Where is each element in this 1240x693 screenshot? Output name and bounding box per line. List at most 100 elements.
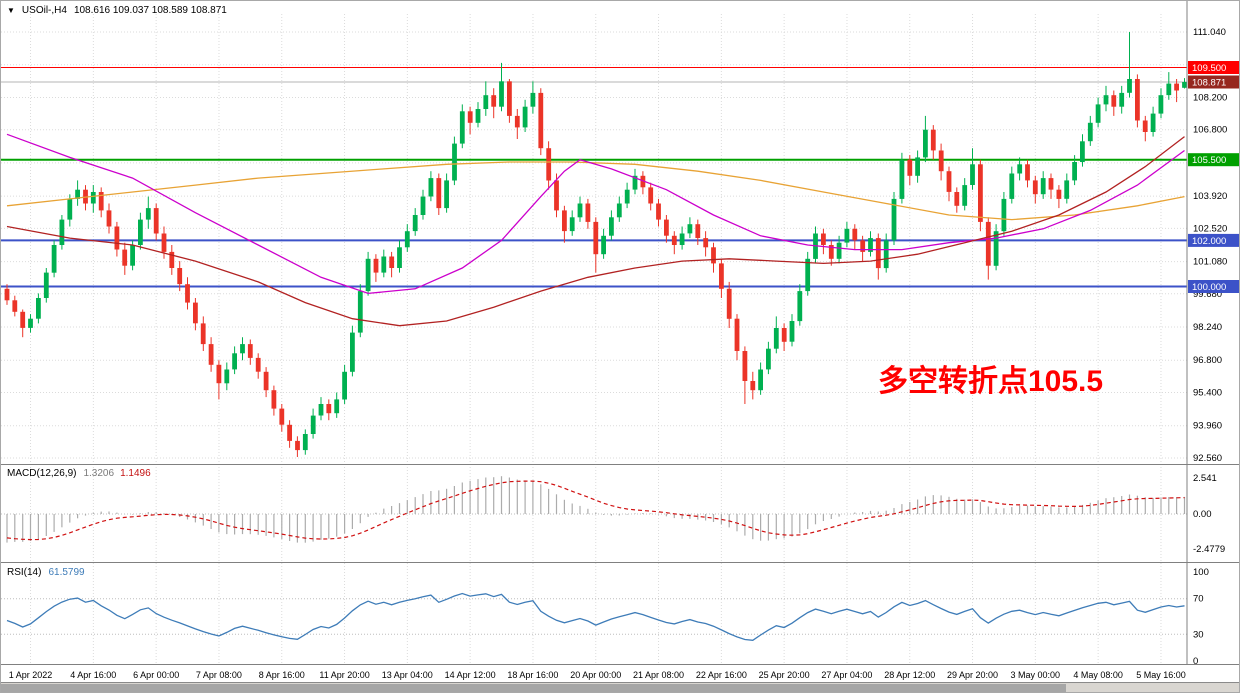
macd-name: MACD(12,26,9) bbox=[7, 468, 77, 479]
candle bbox=[1040, 178, 1046, 195]
candle bbox=[750, 381, 756, 391]
candle bbox=[342, 371, 347, 400]
candle bbox=[98, 192, 104, 211]
hline-price-box bbox=[1188, 153, 1239, 167]
candle bbox=[138, 219, 143, 245]
candle bbox=[224, 369, 230, 384]
candle bbox=[719, 263, 724, 289]
candle bbox=[938, 150, 944, 172]
candle bbox=[1080, 141, 1085, 162]
rsi-line bbox=[6, 592, 1185, 641]
candle bbox=[507, 81, 512, 116]
price-tick-label: 95.400 bbox=[1193, 388, 1222, 399]
candle bbox=[310, 415, 316, 434]
candle bbox=[1001, 198, 1007, 232]
collapse-icon[interactable]: ▼ bbox=[7, 5, 15, 15]
candle bbox=[530, 92, 536, 107]
candle bbox=[734, 318, 740, 351]
price-axis[interactable] bbox=[1187, 1, 1240, 664]
chart-title-symbol: USOil-,H4 bbox=[21, 5, 67, 16]
time-axis-label: 8 Apr 16:00 bbox=[259, 670, 305, 680]
time-axis-label: 28 Apr 12:00 bbox=[884, 670, 935, 680]
scrollbar-thumb[interactable] bbox=[1, 684, 1066, 692]
candle bbox=[569, 217, 575, 232]
candle bbox=[1056, 189, 1062, 199]
time-axis-label: 21 Apr 08:00 bbox=[633, 670, 684, 680]
candle bbox=[546, 148, 552, 181]
candle bbox=[868, 238, 873, 252]
time-axis-label: 11 Apr 20:00 bbox=[319, 670, 369, 680]
candle bbox=[1111, 95, 1117, 107]
candle bbox=[412, 215, 418, 232]
candle bbox=[114, 226, 120, 250]
candle bbox=[436, 178, 442, 209]
candle bbox=[255, 357, 261, 372]
candle bbox=[726, 288, 732, 319]
candle bbox=[891, 198, 897, 241]
horizontal-scrollbar[interactable] bbox=[1, 682, 1239, 692]
candle bbox=[1150, 113, 1156, 132]
candle bbox=[852, 228, 858, 241]
price-tick-label: 108.200 bbox=[1193, 93, 1227, 104]
candle bbox=[978, 164, 983, 222]
candle bbox=[538, 92, 544, 149]
rsi-tick-label: 100 bbox=[1193, 567, 1209, 578]
candle bbox=[789, 321, 795, 342]
candle bbox=[75, 189, 80, 199]
candle bbox=[609, 217, 614, 236]
candle bbox=[1119, 92, 1125, 107]
candle bbox=[12, 300, 18, 312]
candle bbox=[483, 95, 489, 109]
candle bbox=[907, 159, 913, 176]
price-tick-label: 111.040 bbox=[1193, 27, 1226, 38]
hline-price-label: 105.500 bbox=[1192, 155, 1226, 166]
candle bbox=[200, 323, 206, 345]
candle bbox=[601, 235, 606, 255]
candle bbox=[302, 434, 308, 451]
candle bbox=[193, 302, 198, 324]
candle bbox=[1072, 162, 1077, 181]
candle bbox=[389, 256, 395, 268]
time-axis-label: 13 Apr 04:00 bbox=[382, 670, 433, 680]
candle bbox=[1135, 79, 1140, 121]
candle bbox=[962, 185, 968, 206]
candle bbox=[420, 196, 426, 215]
candle bbox=[671, 235, 677, 245]
ma-darkred bbox=[6, 136, 1185, 327]
candle bbox=[350, 332, 355, 372]
candle bbox=[357, 291, 363, 333]
candle bbox=[1025, 164, 1030, 181]
candle bbox=[177, 268, 183, 285]
chart-title: ▼ USOil-,H4 108.616 109.037 108.589 108.… bbox=[7, 5, 227, 16]
candle bbox=[216, 364, 222, 384]
ma-magenta bbox=[6, 133, 1185, 295]
hline-price-label: 102.000 bbox=[1192, 236, 1226, 247]
candle bbox=[577, 203, 583, 218]
candle bbox=[499, 81, 504, 107]
time-axis-label: 14 Apr 12:00 bbox=[445, 670, 496, 680]
candle bbox=[279, 408, 285, 425]
current-price-box bbox=[1188, 75, 1239, 89]
candle bbox=[43, 272, 49, 298]
candle bbox=[404, 231, 410, 248]
macd-tick-label: 0.00 bbox=[1193, 509, 1212, 520]
candle bbox=[640, 175, 646, 188]
candle bbox=[59, 219, 65, 245]
macd-signal-value: 1.1496 bbox=[120, 468, 151, 479]
candle bbox=[993, 231, 999, 266]
candle bbox=[1182, 82, 1187, 88]
candle bbox=[923, 129, 928, 158]
candle bbox=[687, 224, 693, 234]
candle bbox=[1174, 83, 1179, 91]
candle bbox=[1048, 178, 1054, 190]
candle bbox=[930, 129, 936, 151]
price-tick-label: 96.800 bbox=[1193, 355, 1222, 366]
candle bbox=[656, 203, 661, 220]
candle bbox=[20, 311, 26, 328]
candle bbox=[1103, 95, 1109, 105]
candle bbox=[695, 224, 701, 238]
macd-signal-line bbox=[6, 480, 1185, 541]
candle bbox=[828, 245, 834, 259]
